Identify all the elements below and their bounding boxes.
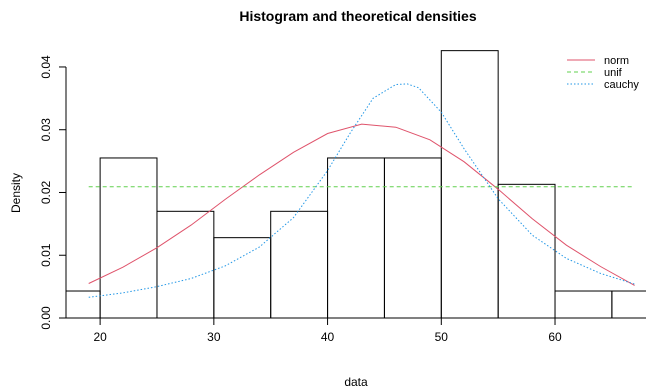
x-axis-label: data: [344, 375, 368, 389]
y-tick-label-0: 0.00: [39, 306, 53, 330]
y-tick-label-2: 0.02: [39, 180, 53, 204]
histogram-bar-5: [327, 157, 385, 319]
histogram-bar-1: [99, 157, 158, 319]
histogram-bar-2: [156, 210, 215, 319]
x-tick-label-60: 60: [548, 330, 562, 344]
histogram-bar-4: [270, 210, 329, 319]
histogram-bar-7: [440, 50, 499, 319]
series-line-norm: [88, 123, 635, 286]
histogram-bar-8: [497, 183, 556, 319]
y-axis-label: Density: [9, 173, 23, 213]
y-tick-label-1: 0.01: [39, 243, 53, 267]
y-tick-label-3: 0.03: [39, 118, 53, 142]
histogram-bar-6: [383, 157, 442, 319]
y-tick-label-4: 0.04: [39, 55, 53, 79]
series-line-cauchy: [88, 83, 635, 298]
legend-label-cauchy: cauchy: [604, 79, 639, 91]
x-tick-label-20: 20: [93, 330, 107, 344]
x-tick-label-40: 40: [321, 330, 335, 344]
histogram-bar-3: [213, 237, 272, 319]
chart-title: Histogram and theoretical densities: [239, 8, 476, 24]
histogram-bars: [66, 50, 646, 319]
legend-label-unif: unif: [604, 67, 623, 79]
histogram-bar-9: [554, 290, 613, 319]
histogram-bar-10: [611, 290, 646, 319]
legend-label-norm: norm: [604, 55, 629, 67]
x-tick-label-30: 30: [207, 330, 221, 344]
x-tick-label-50: 50: [435, 330, 449, 344]
